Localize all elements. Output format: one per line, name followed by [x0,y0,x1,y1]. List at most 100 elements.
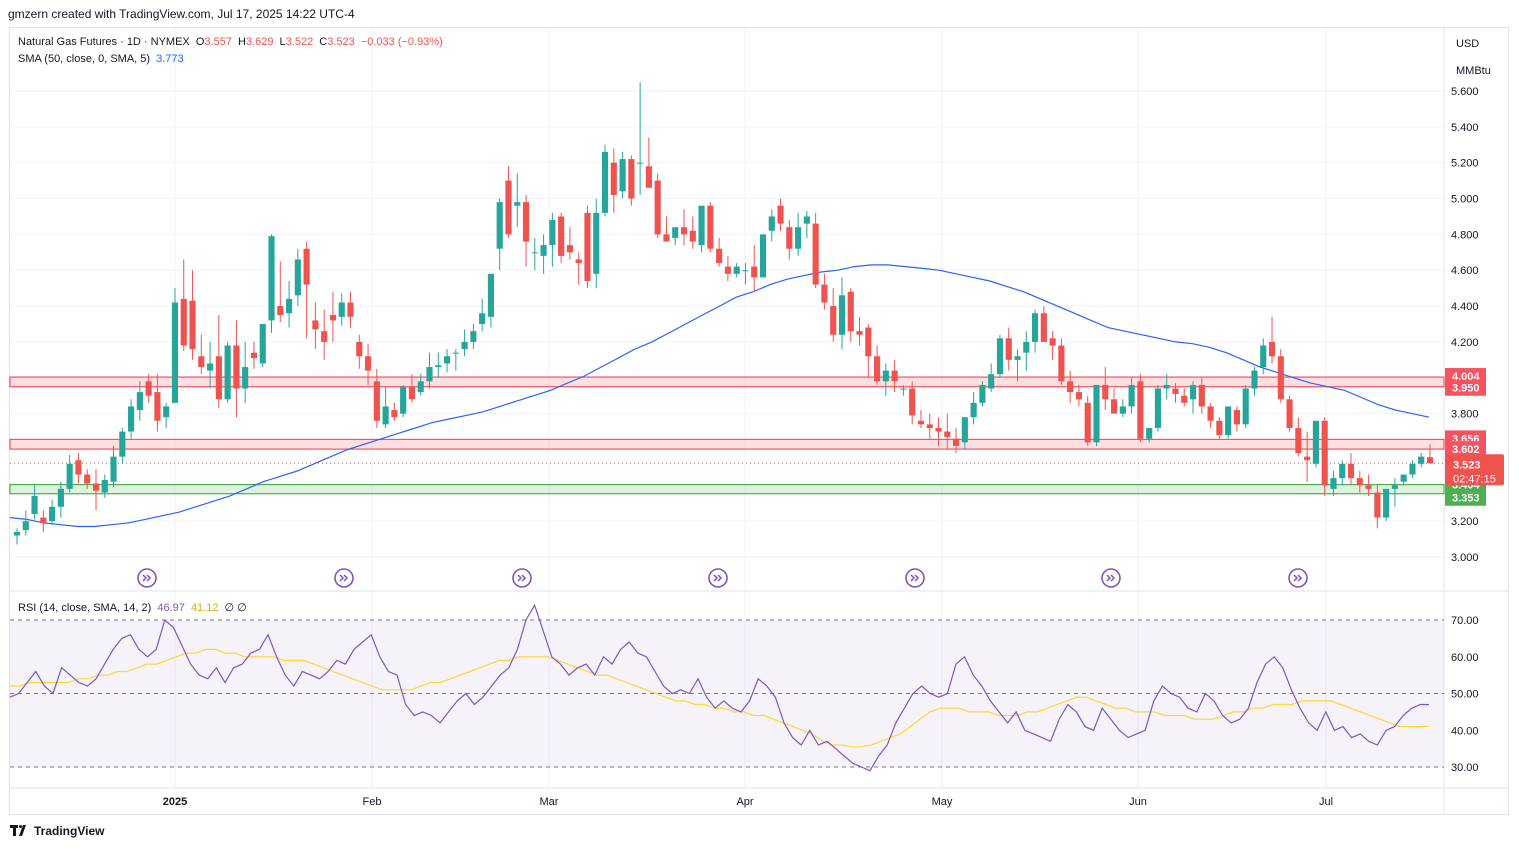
candle [1312,420,1319,468]
candle [698,205,705,253]
candle-body [1128,384,1135,407]
candle-body [373,381,380,421]
candle [1426,444,1434,464]
event-marker-arrow [517,574,527,582]
axis-currency[interactable]: USD [1456,38,1480,50]
event-marker-icon[interactable] [1101,568,1121,588]
event-marker-icon[interactable] [1288,568,1308,588]
candle-body [443,356,451,364]
candle [917,410,925,428]
last-price-label: 3.523 [1453,459,1481,471]
candle-body [356,341,363,357]
candle-body [22,521,29,531]
candle-body [953,438,960,446]
rsi-legend-value: 46.97 [157,602,185,614]
candle [321,309,328,360]
candle-body [49,506,56,522]
candle-body [417,381,424,393]
main-legend[interactable]: Natural Gas Futures · 1D · NYMEX O3.557 … [18,36,446,48]
candle-body [189,300,196,350]
candle [1304,431,1311,482]
candle-body [610,162,617,195]
candle-body [909,388,916,416]
candle [1391,478,1398,507]
candle [882,363,889,396]
resistance-zone-upper [9,376,1445,388]
rsi-line [9,603,1430,772]
candle-body [680,227,688,235]
candle-body [1102,384,1109,400]
sma-legend-value: 3.773 [156,53,184,65]
candle-body [250,352,258,359]
candle-body [224,345,231,400]
candle [1356,470,1363,493]
candle-body [531,252,538,254]
event-marker-icon[interactable] [137,568,157,588]
event-marker-icon[interactable] [334,568,354,588]
candle-body [13,531,21,536]
candle-body [496,202,503,249]
candle-body [619,159,626,192]
candle-body [259,324,266,364]
candle [1023,331,1030,371]
candle [1400,474,1407,486]
candle [1014,349,1021,382]
candle-body [707,205,714,249]
candle [356,334,363,369]
candle-body [672,227,679,238]
candle [953,427,960,454]
candle-body [1391,485,1398,489]
candle [1110,388,1118,414]
candle-body [514,202,521,206]
candle-body [1075,392,1083,400]
candle-body [558,216,565,256]
candle-body [435,365,442,368]
candle-body [242,367,249,389]
price-tick-label: 3.800 [1451,409,1479,421]
candle-body [329,315,337,321]
legend-close-label: C [319,36,328,48]
candle [645,137,652,188]
event-marker-icon[interactable] [708,568,728,588]
candle [759,234,767,278]
candle [364,343,372,385]
candle-body [1084,402,1091,443]
candle [57,481,64,518]
event-marker-arrow [339,574,349,582]
event-marker-icon[interactable] [905,568,925,588]
rsi-legend[interactable]: RSI (14, close, SMA, 14, 2) 46.97 41.12 … [18,601,250,614]
candle-body [1233,410,1240,425]
candle-body [163,406,170,418]
candle-body [917,420,925,425]
event-marker-arrow [713,574,723,582]
candle-body [391,410,398,418]
candle [329,291,337,342]
candle [1049,331,1056,360]
legend-symbol: Natural Gas Futures · 1D · NYMEX [18,36,190,48]
sma-legend[interactable]: SMA (50, close, 0, SMA, 5) 3.773 [18,53,187,65]
candle-body [110,456,117,482]
candle [935,417,942,446]
chart-frame [9,27,1509,815]
candle [259,324,266,368]
time-tick-label: Feb [363,796,382,808]
candle-body [891,370,898,382]
candle [1242,384,1249,428]
legend-high: 3.629 [245,36,274,48]
price-tick-label: 4.800 [1451,229,1479,241]
candle [1181,388,1188,407]
candle [49,499,56,525]
event-marker-icon[interactable] [512,568,532,588]
axis-unit[interactable]: MMBtu [1456,65,1491,77]
candle-body [759,234,767,278]
candle [1295,417,1302,457]
candle-body [654,180,661,235]
candle-body [75,460,82,475]
tradingview-brand[interactable]: TradingView [10,824,104,838]
candle-body [768,216,775,231]
rsi-tick-label: 50.00 [1451,689,1479,701]
candle [1365,474,1372,497]
candle [13,528,21,545]
candle-body [803,216,810,224]
